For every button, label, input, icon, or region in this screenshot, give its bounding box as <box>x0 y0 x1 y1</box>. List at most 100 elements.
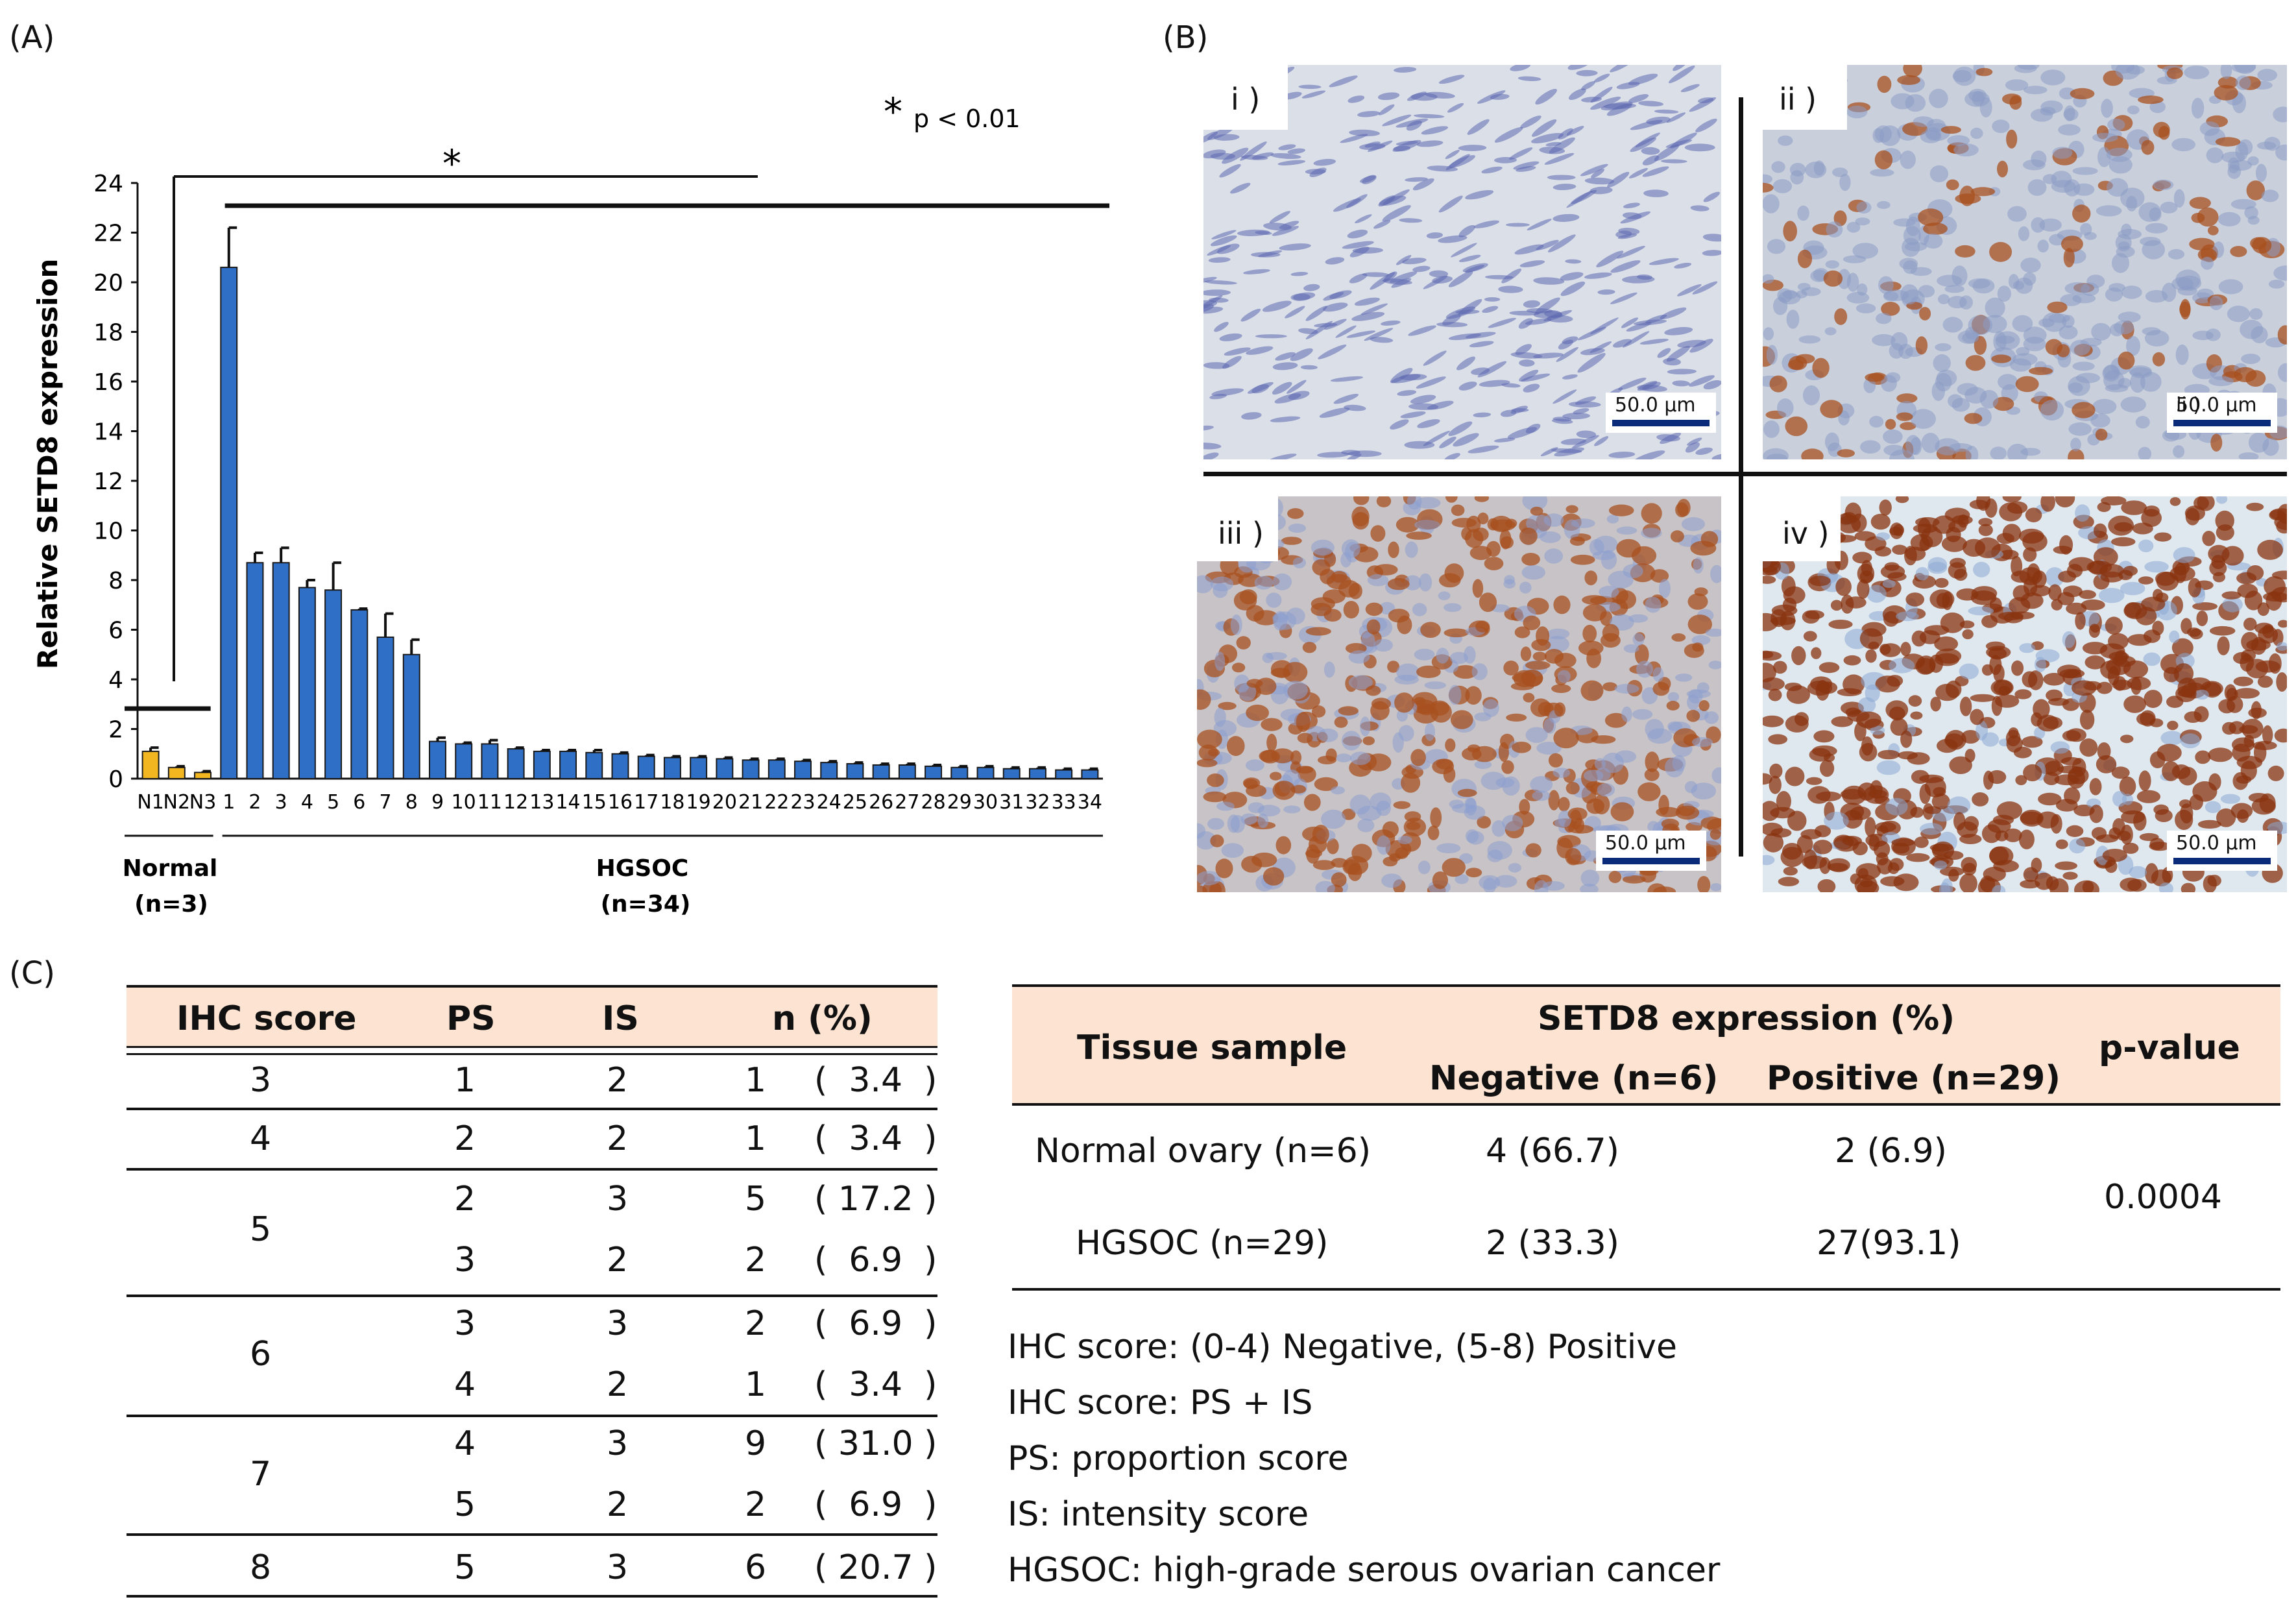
tissue-cell <box>1689 339 1713 353</box>
tissue-cell <box>1516 166 1536 172</box>
tissue-cell <box>1508 863 1521 873</box>
tissue-cell <box>1885 700 1909 720</box>
tissue-cell <box>2126 335 2140 356</box>
tissue-cell <box>1602 752 1624 773</box>
tissue-cell <box>2199 121 2220 136</box>
tissue-cell <box>1290 271 1309 276</box>
tissue-cell <box>1348 675 1373 690</box>
bar <box>324 589 343 779</box>
tissue-cell <box>2167 720 2179 731</box>
tissue-cell <box>1874 150 1893 169</box>
tissue-cell <box>1380 320 1401 326</box>
tissue-cell <box>2145 290 2168 303</box>
x-tick-label: 21 <box>738 791 763 814</box>
tissue-cell <box>1305 321 1333 339</box>
tissue-cell <box>1991 696 2003 716</box>
tissue-cell <box>1697 97 1714 104</box>
tissue-cell <box>1355 214 1372 224</box>
tissue-cell <box>1959 186 1975 206</box>
tissue-cell <box>1241 412 1262 420</box>
tissue-cell <box>2101 496 2127 505</box>
tissue-cell <box>1382 821 1399 838</box>
tissue-cell <box>1502 776 1520 796</box>
tissue-cell <box>1197 729 1222 749</box>
tissue-cell <box>1885 419 1896 430</box>
tissue-cell <box>1684 143 1715 152</box>
tissue-cell <box>1503 579 1516 589</box>
tissue-cell <box>1887 862 1900 875</box>
tissue-cell <box>1455 310 1480 315</box>
tissue-cell <box>1227 736 1245 757</box>
tissue-cell <box>1981 732 1999 747</box>
tissue-cell <box>1198 744 1218 761</box>
tissue-cell <box>1789 356 1807 371</box>
tissue-cell <box>1946 179 1959 191</box>
tissue-cell <box>1311 603 1332 616</box>
tissue-cell <box>1347 95 1365 103</box>
ihc-row-pct: ( 3.4 ) <box>814 1119 937 1158</box>
tissue-cell <box>1509 147 1533 160</box>
tissue-cell <box>1970 709 1984 725</box>
tissue-cell <box>2244 590 2263 611</box>
bar <box>794 760 812 779</box>
tissue-cell <box>1614 683 1639 694</box>
tissue-cell <box>1983 866 2006 882</box>
tissue-cell <box>1418 860 1431 875</box>
tissue-cell <box>1272 226 1299 236</box>
tissue-cell <box>1565 259 1582 264</box>
tissue-cell <box>1370 272 1396 290</box>
tissue-cell <box>2232 772 2249 790</box>
ihc-row-is: 2 <box>607 1061 629 1100</box>
tissue-cell <box>1690 205 1710 212</box>
tissue-cell <box>1243 269 1270 274</box>
tissue-cell <box>1262 300 1292 312</box>
tissue-cell <box>1458 145 1487 151</box>
tissue-cell <box>1859 628 1883 650</box>
tissue-cell <box>2053 546 2072 554</box>
tissue-cell <box>1333 393 1359 404</box>
tissue-cell <box>1763 194 1780 213</box>
tissue-cell <box>1465 529 1484 548</box>
tissue-cell <box>1796 835 1813 853</box>
tissue-cell <box>2154 532 2172 542</box>
ihc-row-pct: ( 20.7 ) <box>814 1548 937 1587</box>
tissue-cell <box>2135 416 2150 429</box>
tissue-cell <box>1945 729 1966 750</box>
tissue-cell <box>2031 151 2047 167</box>
tissue-cell <box>1948 296 1967 309</box>
tissue-cell <box>1303 794 1321 811</box>
tissue-cell <box>1959 873 1977 892</box>
bar <box>141 750 160 780</box>
tissue-cell <box>1918 208 1944 226</box>
tissue-cell <box>1523 300 1540 308</box>
tissue-cell <box>2246 502 2264 511</box>
ihc-row-rule <box>127 1168 937 1171</box>
tissue-cell <box>1203 300 1218 308</box>
tissue-cell <box>1392 140 1421 152</box>
tissue-cell <box>1353 496 1370 505</box>
tissue-cell <box>2072 680 2097 696</box>
expr-table-header-rule <box>1012 1103 2280 1106</box>
tissue-cell <box>1521 553 1540 566</box>
tissue-cell <box>1418 703 1435 716</box>
tissue-cell <box>1934 636 1959 651</box>
tissue-cell <box>1771 161 1785 173</box>
tissue-cell <box>1919 307 1931 321</box>
tissue-cell <box>1285 306 1305 319</box>
tissue-cell <box>1697 682 1710 694</box>
tissue-cell <box>1911 630 1927 647</box>
tissue-cell <box>1889 522 1903 539</box>
tissue-cell <box>2023 272 2036 286</box>
tissue-cell <box>2011 660 2024 676</box>
tissue-cell <box>2129 367 2153 378</box>
tissue-cell <box>1976 67 1993 77</box>
tissue-cell <box>1426 232 1444 239</box>
tissue-cell <box>1346 330 1376 338</box>
tissue-cell <box>1769 763 1783 779</box>
tissue-cell <box>2028 670 2044 690</box>
tissue-cell <box>2236 572 2257 585</box>
tissue-cell <box>1879 499 1892 516</box>
tissue-cell <box>1416 665 1441 678</box>
tissue-cell <box>1397 390 1417 396</box>
tissue-cell <box>1525 661 1551 670</box>
